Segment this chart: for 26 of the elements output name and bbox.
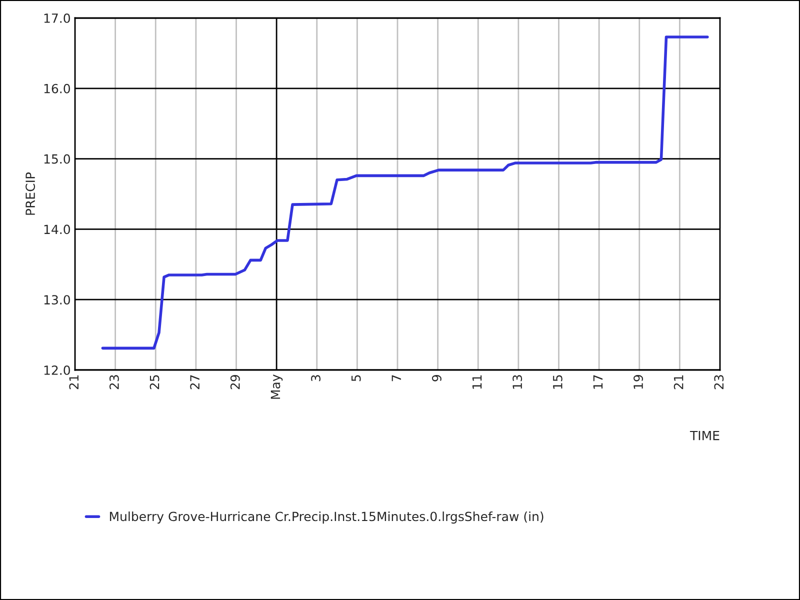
x-tick-label: May — [270, 374, 283, 399]
x-tick-label: 29 — [230, 375, 240, 390]
x-axis-title: TIME — [690, 430, 720, 440]
x-tick-label: 21 — [674, 375, 684, 390]
y-tick-label: 14.0 — [44, 224, 70, 234]
y-tick-label: 13.0 — [44, 295, 70, 305]
x-tick-label: 19 — [634, 375, 643, 389]
x-tick-label: 23 — [714, 375, 724, 390]
x-tick-label: 15 — [553, 375, 562, 389]
legend-label: Mulberry Grove-Hurricane Cr.Precip.Inst.15Minutes.0.lrgsShef-raw (in) — [110, 511, 544, 524]
x-tick-label: 17 — [593, 375, 603, 389]
x-tick-label: 21 — [69, 375, 78, 390]
x-tick-label: 7 — [392, 375, 401, 382]
x-tick-label: 27 — [190, 375, 200, 390]
x-tick-label: 9 — [432, 375, 442, 382]
y-tick-label: 16.0 — [44, 84, 70, 94]
x-tick-label: 11 — [472, 375, 482, 389]
y-tick-label: 12.0 — [44, 365, 70, 375]
x-tick-label: 5 — [352, 375, 361, 382]
y-tick-label: 15.0 — [44, 154, 70, 164]
x-tick-label: 23 — [109, 375, 119, 390]
x-tick-label: 25 — [150, 375, 160, 390]
x-tick-label: 3 — [311, 375, 320, 382]
y-tick-label: 17.0 — [44, 13, 70, 23]
y-axis-title: PRECIP — [26, 172, 36, 215]
x-tick-label: 13 — [512, 375, 522, 389]
